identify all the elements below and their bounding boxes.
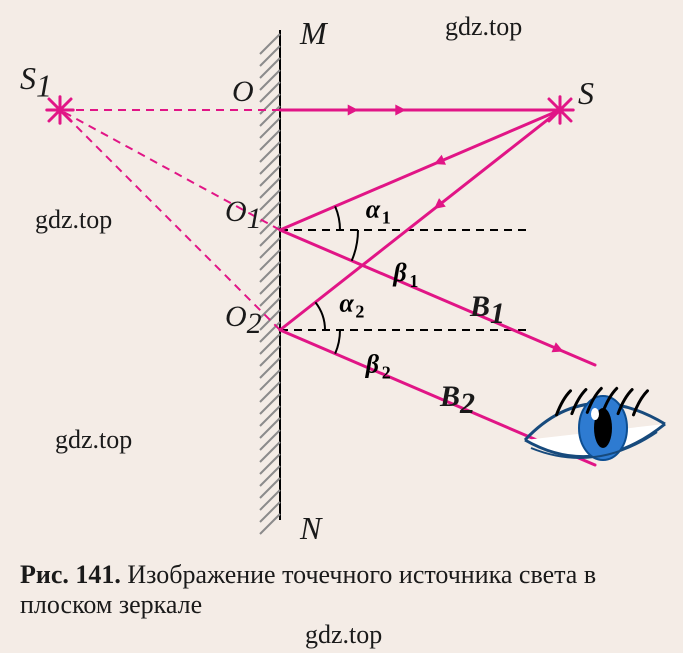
label: gdz.top (55, 425, 132, 455)
svg-text:α: α (339, 289, 354, 318)
svg-text:1: 1 (382, 208, 391, 228)
label: O2 (225, 300, 262, 341)
label: B1 (470, 290, 505, 331)
figure-caption: Рис. 141. Изображение точечного источник… (20, 560, 663, 620)
label: O1 (225, 195, 262, 236)
svg-text:2: 2 (382, 362, 391, 382)
diagram-stage: α1β1α2β2 MNSS1OO1O2B1B2gdz.topgdz.topgdz… (0, 0, 683, 653)
label: N (300, 510, 321, 547)
caption-lead: Рис. 141. (20, 560, 121, 589)
label: gdz.top (35, 205, 112, 235)
svg-text:1: 1 (409, 271, 418, 291)
svg-text:β: β (365, 349, 380, 378)
label: B2 (440, 380, 475, 421)
label: O (232, 75, 254, 109)
label: M (300, 15, 327, 52)
svg-text:α: α (366, 195, 381, 224)
svg-text:2: 2 (355, 302, 364, 322)
label: S1 (20, 60, 52, 104)
svg-text:β: β (392, 258, 407, 287)
label: S (578, 75, 594, 112)
label: gdz.top (305, 620, 382, 650)
label: gdz.top (445, 12, 522, 42)
